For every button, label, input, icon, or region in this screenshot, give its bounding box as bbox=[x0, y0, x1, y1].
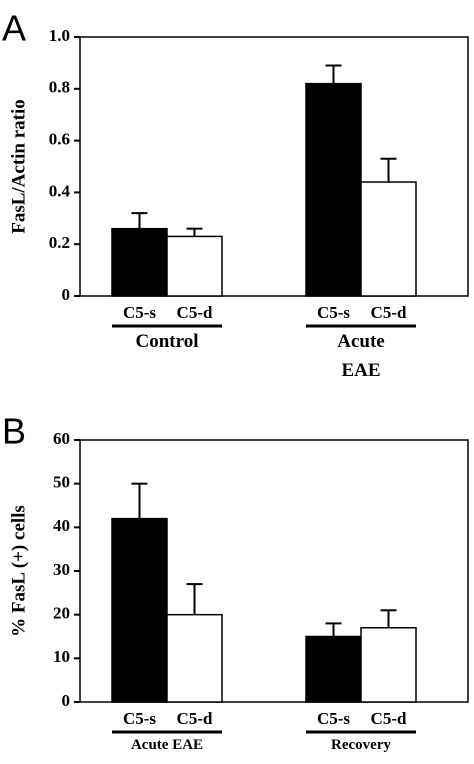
series-label: C5-s bbox=[123, 303, 156, 322]
series-label: C5-s bbox=[317, 303, 350, 322]
bar bbox=[305, 635, 362, 703]
y-tick-label: 0.8 bbox=[49, 78, 70, 97]
y-tick-label: 1.0 bbox=[49, 26, 70, 45]
group-label: Acute EAE bbox=[337, 331, 385, 381]
series-label: C5-d bbox=[371, 709, 407, 728]
panel-label: A bbox=[2, 8, 26, 49]
y-axis-label: FasL/Actin ratio bbox=[8, 99, 29, 234]
series-label: C5-s bbox=[123, 709, 156, 728]
y-tick-label: 0 bbox=[62, 691, 71, 710]
group-label: Recovery bbox=[331, 737, 391, 753]
y-tick-label: 30 bbox=[53, 560, 70, 579]
group-label: Control bbox=[135, 331, 199, 352]
panel-label: B bbox=[2, 411, 26, 452]
y-tick-label: 0.4 bbox=[49, 181, 71, 200]
bar bbox=[111, 227, 168, 297]
bar bbox=[166, 235, 223, 297]
series-label: C5-d bbox=[177, 303, 213, 322]
y-tick-label: 40 bbox=[53, 516, 70, 535]
y-tick-label: 20 bbox=[53, 604, 70, 623]
bar bbox=[305, 82, 362, 297]
y-tick-label: 50 bbox=[53, 473, 70, 492]
group-label: Acute EAE bbox=[130, 737, 204, 753]
series-label: C5-d bbox=[371, 303, 407, 322]
bar bbox=[360, 627, 417, 703]
y-axis-label: % FasL (+) cells bbox=[8, 505, 29, 637]
y-tick-label: 0.2 bbox=[49, 233, 70, 252]
y-tick-label: 10 bbox=[53, 647, 70, 666]
y-tick-label: 0.6 bbox=[49, 130, 70, 149]
series-label: C5-d bbox=[177, 709, 213, 728]
bar bbox=[111, 517, 168, 703]
y-tick-label: 0 bbox=[62, 285, 71, 304]
bar bbox=[360, 181, 417, 297]
plot-frame bbox=[79, 36, 469, 297]
bar bbox=[166, 613, 223, 703]
series-label: C5-s bbox=[317, 709, 350, 728]
y-tick-label: 60 bbox=[53, 429, 70, 448]
